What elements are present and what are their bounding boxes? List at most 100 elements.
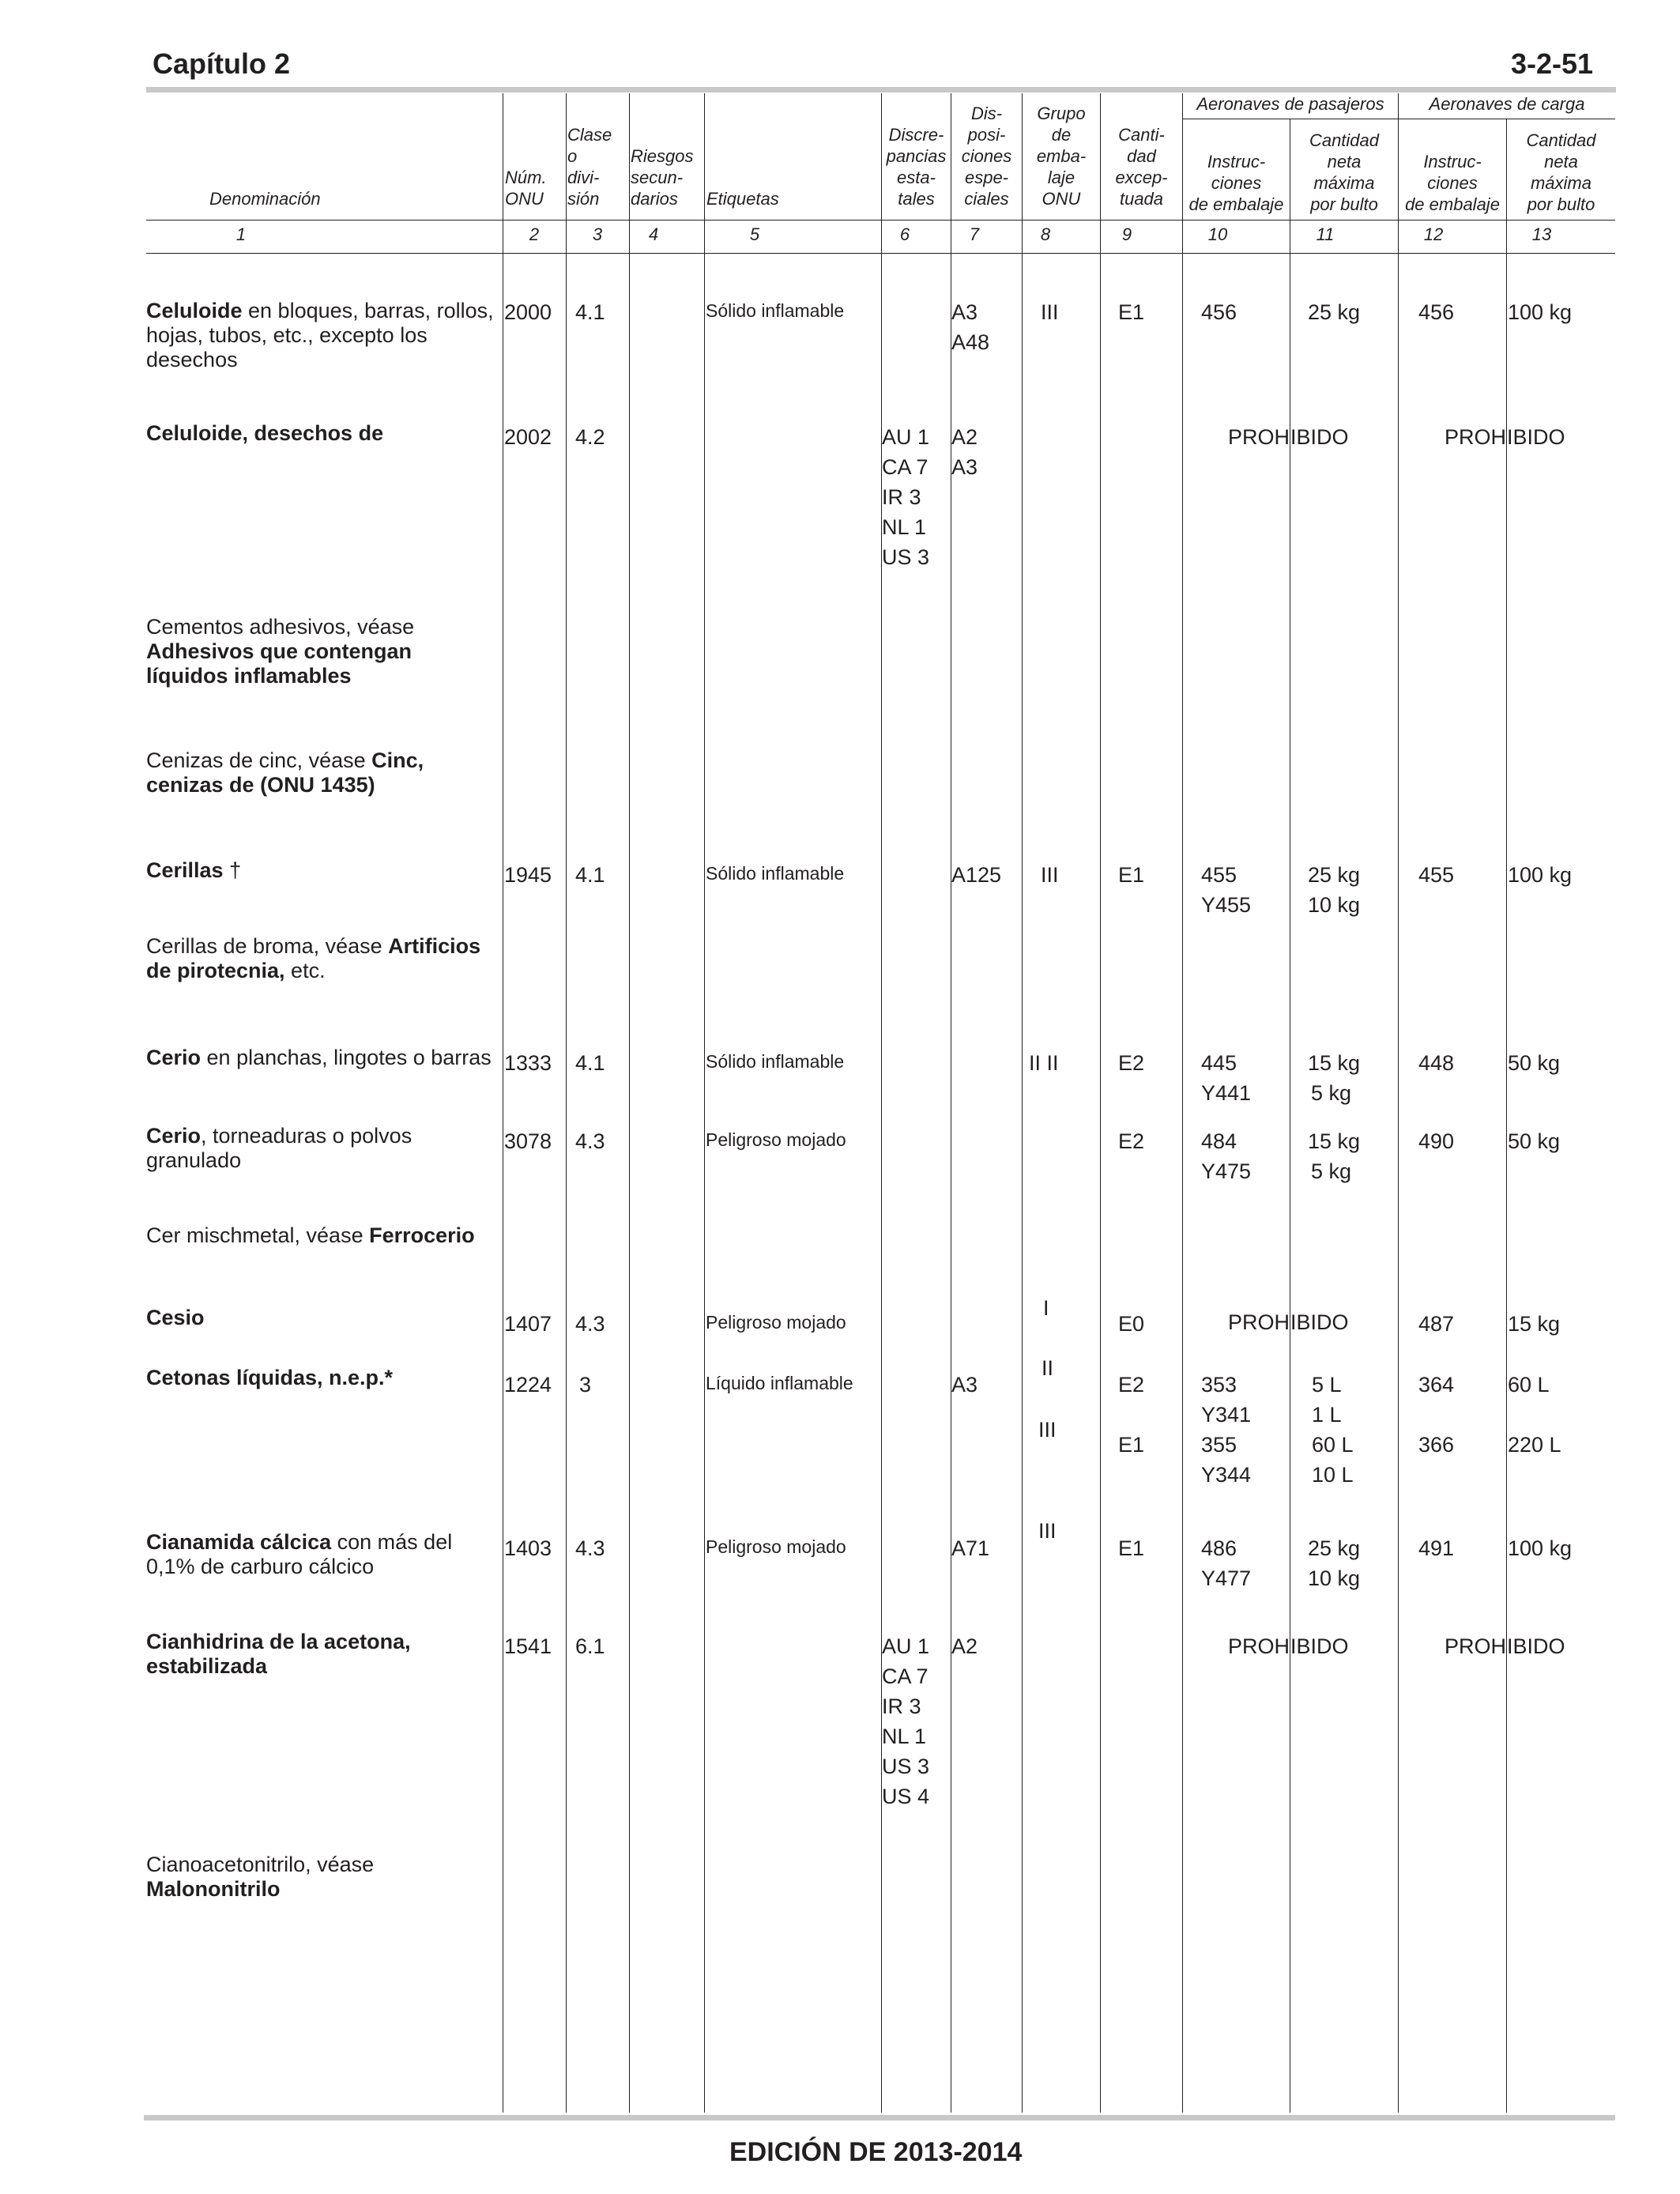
edition-footer: EDICIÓN DE 2013-2014: [729, 2137, 1023, 2167]
class-division: 4.1: [575, 863, 605, 887]
special-provisions: A3 A48: [951, 300, 990, 354]
entry-name: Cerillas †: [146, 858, 242, 882]
special-provisions: A3: [951, 1373, 978, 1397]
cargo-quantity: 100 kg: [1508, 1536, 1573, 1560]
col-divider: [1022, 93, 1023, 2113]
class-division: 3: [579, 1373, 592, 1397]
excepted-quantity: E1: [1118, 863, 1145, 887]
prohibited-cargo-left: PROH: [1444, 1634, 1506, 1658]
excepted-quantity: E2: [1118, 1051, 1145, 1075]
header-rule: [146, 87, 1616, 92]
col-header-cantidad-exceptuada: Canti-dad excep-tuada: [1115, 125, 1168, 209]
class-division: 4.1: [575, 300, 605, 324]
cargo-instructions: 455: [1418, 863, 1455, 887]
packing-group: III: [1041, 863, 1059, 887]
col-divider: [629, 93, 630, 2113]
un-number: 2002: [504, 425, 552, 449]
prohibited-passenger-right: IBIDO: [1290, 1634, 1349, 1658]
header-bottom-rule: [146, 220, 1615, 221]
label-text: Peligroso mojado: [706, 1129, 846, 1150]
un-number: 2000: [504, 300, 552, 324]
label-text: Peligroso mojado: [706, 1312, 846, 1333]
special-provisions: A71: [951, 1536, 990, 1560]
excepted-quantity: E1: [1118, 1536, 1145, 1560]
col-number: 5: [749, 224, 760, 244]
cargo-instructions: 490: [1418, 1129, 1455, 1153]
col-divider: [1398, 93, 1399, 2113]
col-number: 11: [1316, 224, 1335, 244]
state-variations: AU 1 CA 7 IR 3 NL 1 US 3 US 4: [882, 1634, 930, 1808]
prohibited-passenger-left: PROH: [1227, 1634, 1290, 1658]
prohibited-cargo-right: IBIDO: [1507, 1634, 1565, 1658]
col-header-grupo-embalaje: Grupo de emba-laje ONU: [1036, 104, 1087, 209]
prohibited-cargo-left: PROH: [1444, 425, 1506, 449]
packing-group: III: [1038, 1418, 1057, 1442]
class-division: 4.3: [575, 1129, 605, 1153]
passenger-quantity: 25 kg 10 kg: [1308, 1536, 1361, 1590]
un-number: 1407: [504, 1312, 552, 1336]
col-header-cantidad-carga: Cantidad neta máxima por bulto: [1526, 130, 1596, 214]
col-number: 6: [899, 224, 910, 244]
col-divider: [881, 93, 882, 2113]
col-header-clase: Clase o divi-sión: [567, 125, 612, 209]
col-number: 12: [1423, 224, 1444, 244]
col-header-num-onu: Núm. ONU: [505, 168, 547, 209]
class-division: 4.3: [575, 1312, 605, 1336]
un-number: 3078: [504, 1129, 552, 1153]
col-divider: [1100, 93, 1101, 2113]
prohibited-passenger-right: IBIDO: [1290, 425, 1349, 449]
cargo-instructions: 487: [1418, 1312, 1455, 1336]
cargo-quantity: 100 kg: [1508, 863, 1573, 887]
col-divider: [704, 93, 705, 2113]
packing-group: III: [1041, 300, 1059, 324]
passenger-quantity: 25 kg 10 kg: [1308, 863, 1361, 917]
col-number: 1: [235, 224, 247, 244]
passenger-instructions: 353 Y341 355 Y344: [1201, 1373, 1252, 1487]
un-number: 1945: [504, 863, 552, 887]
col-header-cantidad-pasajeros: Cantidad neta máxima por bulto: [1309, 130, 1380, 214]
passenger-quantity: 15 kg 5 kg: [1308, 1051, 1361, 1105]
excepted-quantity: E2 E1: [1118, 1373, 1145, 1457]
packing-group: I: [1043, 1296, 1049, 1320]
col-number: 7: [969, 224, 980, 244]
entry-name: Cianamida cálcica con más del 0,1% de ca…: [146, 1530, 453, 1578]
passenger-instructions: 455 Y455: [1201, 863, 1252, 917]
group-header-passenger: Aeronaves de pasajeros: [1196, 94, 1384, 114]
class-division: 4.2: [575, 425, 605, 449]
col-number: 3: [592, 224, 603, 244]
cargo-quantity: 100 kg: [1508, 300, 1573, 324]
state-variations: AU 1 CA 7 IR 3 NL 1 US 3: [882, 425, 930, 569]
cargo-quantity: 15 kg: [1508, 1312, 1561, 1336]
label-text: Sólido inflamable: [706, 1051, 845, 1072]
prohibited-passenger-left: PROH: [1227, 1310, 1290, 1334]
col-divider: [1506, 119, 1507, 2113]
label-text: Líquido inflamable: [706, 1373, 853, 1393]
special-provisions: A2: [951, 1634, 978, 1658]
packing-group: II II: [1029, 1051, 1059, 1075]
cargo-quantity: 60 L 220 L: [1508, 1373, 1561, 1457]
col-header-etiquetas: Etiquetas: [706, 189, 779, 209]
col-number: 8: [1040, 224, 1051, 244]
entry-name: Celuloide en bloques, barras, rollos, ho…: [146, 299, 494, 371]
entry-name: Cetonas líquidas, n.e.p.*: [146, 1366, 394, 1389]
entry-name: Cer mischmetal, véase Ferrocerio: [146, 1223, 475, 1247]
un-number: 1224: [504, 1373, 552, 1397]
col-number: 13: [1531, 224, 1552, 244]
class-division: 6.1: [575, 1634, 605, 1658]
col-number: 9: [1121, 224, 1132, 244]
footer-rule: [144, 2115, 1615, 2120]
col-divider: [1182, 93, 1183, 2113]
prohibited-passenger-right: IBIDO: [1290, 1310, 1349, 1334]
cargo-instructions: 491: [1418, 1536, 1455, 1560]
cargo-instructions: 456: [1418, 300, 1455, 324]
col-header-riesgos: Riesgos secun-darios: [631, 146, 694, 209]
passenger-instructions: 456: [1201, 300, 1237, 324]
cargo-instructions: 364 366: [1418, 1373, 1455, 1457]
passenger-instructions: 486 Y477: [1201, 1536, 1252, 1590]
entry-name: Cenizas de cinc, véase Cinc, cenizas de …: [146, 748, 424, 797]
un-number: 1403: [504, 1536, 552, 1560]
cargo-instructions: 448: [1418, 1051, 1455, 1075]
entry-name: Cerio, torneaduras o polvos granulado: [146, 1124, 412, 1172]
col-header-disposiciones: Dis-posi-ciones espe-ciales: [961, 104, 1012, 209]
